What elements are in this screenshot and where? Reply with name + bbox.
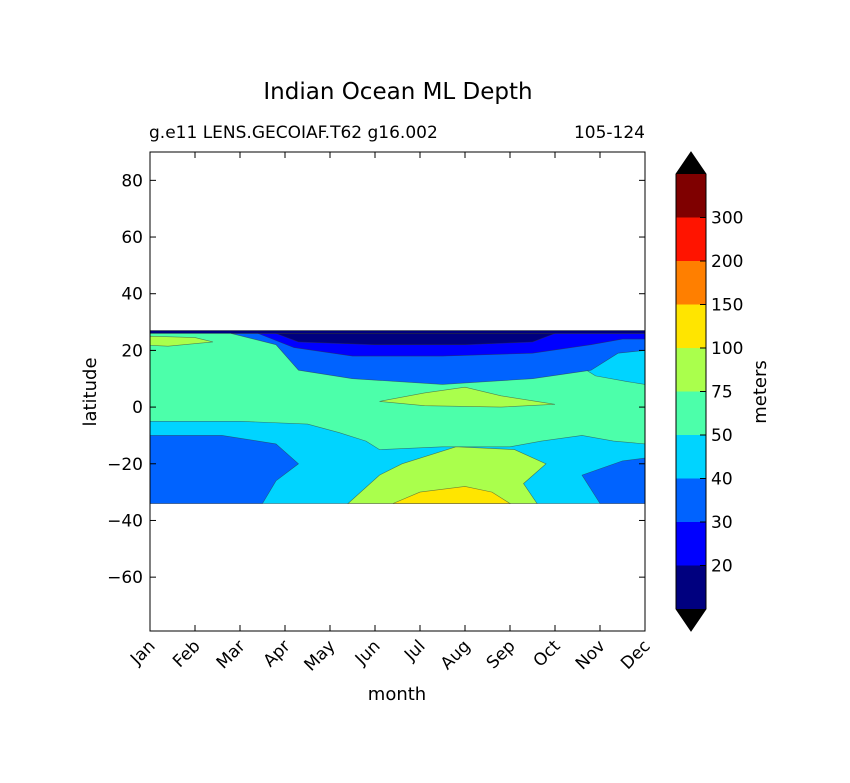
colorbar-swatch-1 bbox=[676, 522, 706, 566]
y-tick-label: 40 bbox=[121, 285, 143, 305]
colorbar-tick-label: 50 bbox=[711, 426, 733, 446]
chart-subtitle-right: 105-124 bbox=[574, 123, 645, 143]
y-tick-label: 20 bbox=[121, 341, 143, 361]
x-tick-label: May bbox=[301, 636, 340, 675]
colorbar-tick-label: 150 bbox=[711, 296, 743, 316]
colorbar-tick-label: 200 bbox=[711, 252, 743, 272]
colorbar-swatch-6 bbox=[676, 304, 706, 348]
y-tick-label: −40 bbox=[107, 511, 143, 531]
colorbar-tick-label: 75 bbox=[711, 383, 733, 403]
colorbar-frame bbox=[675, 151, 707, 632]
chart-title: Indian Ocean ML Depth bbox=[263, 79, 532, 105]
colorbar-swatch-4 bbox=[676, 391, 706, 435]
contour-region-11 bbox=[379, 386, 556, 408]
y-axis-label: latitude bbox=[80, 357, 101, 426]
y-tick-label: 0 bbox=[132, 398, 143, 418]
x-tick-label: Aug bbox=[437, 636, 475, 674]
colorbar-tick-label: 100 bbox=[711, 339, 743, 359]
x-tick-label: Jan bbox=[126, 636, 159, 669]
x-tick-label: Nov bbox=[572, 636, 610, 674]
colorbar-swatch-7 bbox=[676, 261, 706, 305]
colorbar-extend-max bbox=[676, 152, 706, 174]
contour-region-10 bbox=[392, 486, 512, 504]
x-tick-label: Apr bbox=[260, 636, 295, 671]
contour-region-9 bbox=[347, 446, 547, 504]
contour-region-8 bbox=[150, 330, 645, 334]
colorbar-swatch-9 bbox=[676, 174, 706, 218]
plot-frame bbox=[149, 151, 646, 632]
colorbar-swatch-5 bbox=[676, 348, 706, 392]
contour-fills bbox=[150, 330, 645, 504]
contour-region-3 bbox=[150, 435, 299, 504]
chart-subtitle-left: g.e11 LENS.GECOIAF.T62 g16.002 bbox=[149, 123, 438, 143]
colorbar-swatch-2 bbox=[676, 478, 706, 522]
y-tick-label: 60 bbox=[121, 228, 143, 248]
colorbar-swatch-8 bbox=[676, 217, 706, 261]
colorbar-tick-label: 30 bbox=[711, 513, 733, 533]
x-tick-label: Sep bbox=[483, 636, 520, 673]
contour-region-4 bbox=[581, 457, 645, 504]
y-tick-label: 80 bbox=[121, 171, 143, 191]
y-axis-ticks: 80 60 40 20 0 −20 −40 −60 bbox=[107, 171, 645, 588]
colorbar-tick-label: 40 bbox=[711, 470, 733, 490]
x-tick-label: Dec bbox=[617, 636, 654, 673]
y-tick-label: −60 bbox=[107, 568, 143, 588]
colorbar: 20 30 40 50 75 100 150 200 300 bbox=[675, 151, 743, 632]
colorbar-swatch-3 bbox=[676, 435, 706, 479]
colorbar-tick-label: 300 bbox=[711, 209, 743, 229]
x-tick-label: Jul bbox=[400, 636, 429, 665]
colorbar-swatch-0 bbox=[676, 565, 706, 609]
colorbar-tick-label: 20 bbox=[711, 557, 733, 577]
x-tick-label: Jun bbox=[351, 636, 385, 670]
colorbar-label: meters bbox=[750, 360, 771, 424]
x-tick-label: Feb bbox=[169, 636, 204, 671]
x-tick-label: Oct bbox=[530, 636, 565, 671]
x-axis-label: month bbox=[368, 684, 426, 705]
x-tick-label: Mar bbox=[213, 636, 250, 673]
contour-region-12 bbox=[150, 335, 214, 347]
plot-area bbox=[149, 151, 646, 632]
y-tick-label: −20 bbox=[107, 455, 143, 475]
colorbar-extend-min bbox=[676, 609, 706, 631]
